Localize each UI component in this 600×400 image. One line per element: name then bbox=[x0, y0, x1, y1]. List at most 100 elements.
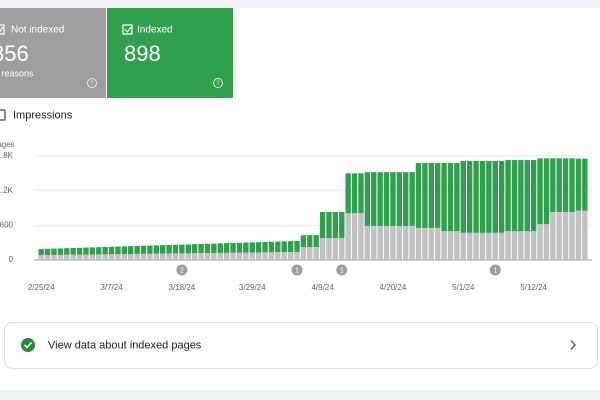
bar-segment bbox=[236, 242, 243, 253]
bar-segment bbox=[422, 162, 428, 228]
bar-segment bbox=[511, 160, 518, 232]
bar-segment bbox=[198, 243, 204, 254]
bar-segment bbox=[556, 158, 562, 213]
bar-segment bbox=[473, 232, 479, 260]
bar-segment bbox=[140, 253, 147, 260]
bar-segment bbox=[562, 212, 569, 260]
y-tick-label: 600 bbox=[0, 220, 14, 229]
bar-segment bbox=[217, 243, 223, 253]
card-indexed[interactable] bbox=[107, 8, 233, 98]
bar-segment bbox=[198, 253, 204, 260]
check bbox=[124, 26, 132, 33]
y-axis-label: Pages bbox=[0, 140, 15, 149]
bar-segment bbox=[166, 244, 172, 254]
impressions-label: Impressions bbox=[13, 109, 73, 121]
bar-segment bbox=[351, 173, 358, 214]
bar-segment bbox=[38, 249, 44, 256]
bar-segment bbox=[524, 160, 530, 232]
annotation-marker bbox=[176, 264, 188, 276]
bar-segment bbox=[396, 172, 403, 226]
bar-segment bbox=[38, 255, 44, 260]
bar-segment bbox=[454, 162, 460, 232]
bar-segment bbox=[479, 232, 486, 260]
bar-segment bbox=[275, 252, 281, 260]
bar-segment bbox=[255, 242, 262, 253]
card-checkbox bbox=[122, 24, 133, 35]
chevron bbox=[570, 340, 577, 350]
bar-segment bbox=[294, 240, 300, 252]
bar-segment bbox=[108, 254, 115, 260]
card-checkbox bbox=[0, 24, 5, 35]
bar-segment bbox=[403, 172, 409, 226]
bar-segment bbox=[64, 254, 70, 260]
bar-segment bbox=[121, 254, 128, 260]
bar-segment bbox=[575, 158, 582, 211]
bar-segment bbox=[243, 252, 249, 260]
bar-segment bbox=[191, 244, 198, 254]
bar-segment bbox=[147, 253, 153, 260]
bottom-strip bbox=[0, 390, 600, 400]
bar-segment bbox=[64, 248, 70, 255]
bar-segment bbox=[543, 224, 550, 260]
bar-segment bbox=[300, 235, 307, 247]
bar-segment bbox=[307, 247, 313, 260]
bar-segment bbox=[332, 238, 339, 260]
bar-segment bbox=[537, 224, 543, 260]
bar-segment bbox=[409, 172, 415, 226]
x-tick-label: 5/1/24 bbox=[452, 283, 475, 292]
check bbox=[0, 26, 4, 33]
card-not-indexed[interactable] bbox=[0, 8, 106, 98]
bar-segment bbox=[179, 253, 185, 260]
x-tick-label: 3/29/24 bbox=[239, 283, 266, 292]
help-icon[interactable] bbox=[213, 78, 223, 88]
bar-segment bbox=[390, 172, 396, 226]
bar-segment bbox=[492, 232, 498, 260]
bar-segment bbox=[243, 242, 249, 253]
bar-segment bbox=[339, 238, 345, 260]
bar-segment bbox=[313, 247, 319, 260]
bar-segment bbox=[160, 245, 166, 254]
bar-segment bbox=[530, 231, 537, 260]
help-icon[interactable] bbox=[87, 78, 97, 88]
bar-segment bbox=[89, 254, 96, 260]
bar-segment bbox=[550, 158, 556, 213]
bar-segment bbox=[435, 162, 441, 228]
card-value: 856 bbox=[0, 41, 29, 66]
bar-segment bbox=[217, 252, 223, 260]
y-tick-label: 1.2K bbox=[0, 186, 14, 195]
bar-segment bbox=[460, 232, 466, 260]
impressions-checkbox[interactable] bbox=[0, 109, 6, 121]
top-strip bbox=[0, 0, 600, 8]
plot: 0 600 1.2K 1.8K 2/25/24 3/7/24 3/18/24 2 3/29/24… bbox=[0, 151, 592, 292]
bar-segment bbox=[134, 245, 140, 254]
bar-segment bbox=[172, 253, 179, 260]
bar-segment bbox=[96, 254, 102, 260]
bar-segment bbox=[223, 243, 230, 253]
bar-segment bbox=[262, 241, 268, 253]
bar-segment bbox=[498, 160, 505, 233]
bar-segment bbox=[351, 213, 358, 260]
bar-segment bbox=[70, 254, 76, 260]
bar-segment bbox=[287, 252, 294, 260]
link-card[interactable] bbox=[4, 322, 598, 369]
bar-segment bbox=[236, 252, 243, 260]
bar-segment bbox=[550, 212, 556, 260]
bar-segment bbox=[172, 244, 179, 254]
bar-segment bbox=[83, 247, 89, 255]
bar-segment bbox=[319, 238, 326, 260]
bar-segment bbox=[128, 246, 134, 254]
bar-segment bbox=[121, 246, 128, 255]
bar-segment bbox=[415, 227, 422, 260]
bar-segment bbox=[204, 253, 211, 260]
bar-segment bbox=[57, 248, 64, 255]
bar-segment bbox=[582, 158, 588, 211]
bar-segment bbox=[108, 246, 115, 255]
bar-segment bbox=[76, 247, 83, 255]
y-tick-label: 0 bbox=[9, 255, 14, 264]
bar-segment bbox=[582, 210, 588, 260]
bar-segment bbox=[262, 252, 268, 260]
bar-segment bbox=[160, 253, 166, 260]
bar-segment bbox=[191, 253, 198, 260]
bar-segment bbox=[294, 251, 300, 260]
